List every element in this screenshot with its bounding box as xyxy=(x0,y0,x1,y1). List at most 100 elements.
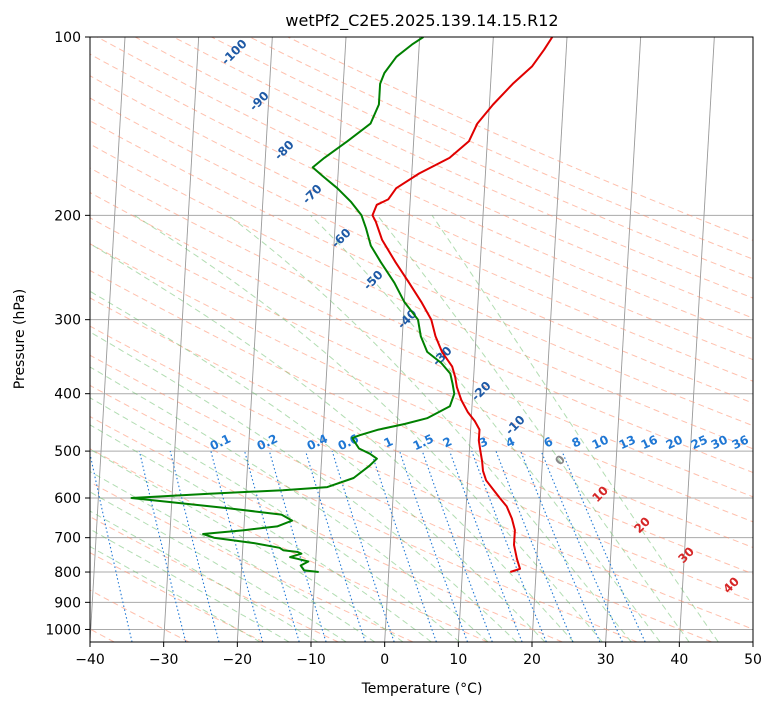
mixing-ratio-label: 30 xyxy=(709,433,730,453)
moist-adiabat-line xyxy=(134,214,603,642)
x-tick-label: −40 xyxy=(75,652,105,668)
moist-adiabat-line xyxy=(90,424,432,642)
dry-adiabat-line xyxy=(90,589,190,642)
isotherm-line xyxy=(605,37,642,642)
mixing-ratio-line xyxy=(305,450,366,642)
y-tick-label: 200 xyxy=(54,208,81,224)
dry-adiabat-label: -10 xyxy=(503,413,528,438)
moist-adiabat-label: 10 xyxy=(589,483,611,505)
x-axis-label: Temperature (°C) xyxy=(361,681,483,697)
dry-adiabat-line xyxy=(90,143,753,450)
isotherm-line xyxy=(678,37,715,642)
mixing-ratio-line xyxy=(331,450,395,642)
moist-adiabat-line xyxy=(90,545,261,642)
x-tick-label: 40 xyxy=(670,652,688,668)
dry-adiabat-line xyxy=(90,53,753,361)
x-axis-ticks: −40 −30 −20 −10 0 10 20 30 40 50 xyxy=(75,642,762,668)
mixing-ratio-label: 16 xyxy=(639,433,660,453)
x-tick-label: 50 xyxy=(744,652,762,668)
mixing-ratio-line xyxy=(540,450,623,642)
moist-adiabat-line xyxy=(90,397,461,642)
mixing-ratio-line xyxy=(421,450,493,642)
isotherm-line xyxy=(90,37,126,642)
isotherm-line xyxy=(531,37,568,642)
dry-adiabat-line xyxy=(90,552,264,642)
x-tick-label: 0 xyxy=(380,652,389,668)
mixing-ratio-lines xyxy=(90,450,646,642)
mixing-ratio-line xyxy=(138,450,187,642)
mixing-ratio-line xyxy=(210,450,264,642)
y-tick-label: 800 xyxy=(54,565,81,581)
mixing-ratio-label: 0.4 xyxy=(305,432,330,454)
moist-adiabats xyxy=(90,214,719,642)
mixing-ratio-label: 2 xyxy=(441,434,454,450)
moist-adiabat-line xyxy=(90,528,290,642)
mixing-ratio-label: 10 xyxy=(590,433,611,453)
isotherm-line xyxy=(384,37,421,642)
sounding-series xyxy=(130,37,554,573)
y-tick-label: 600 xyxy=(54,491,81,507)
dry-adiabat-label: -100 xyxy=(219,37,250,68)
x-tick-label: 10 xyxy=(449,652,467,668)
isotherm-line xyxy=(163,37,200,642)
mixing-ratio-line xyxy=(90,451,133,642)
mixing-ratio-label: 4 xyxy=(504,434,517,450)
moist-adiabat-label: 40 xyxy=(720,574,742,596)
mixing-ratio-label: 8 xyxy=(570,434,583,450)
mixing-ratio-line xyxy=(169,450,220,642)
mixing-ratio-line xyxy=(399,450,469,642)
mixing-ratio-label: 36 xyxy=(730,433,751,453)
mixing-ratio-line xyxy=(495,450,574,642)
dry-adiabat-line xyxy=(90,269,753,575)
moist-adiabat-label: 0 xyxy=(552,452,568,468)
plot-area: -100-90-80-70-60-50-40-30-20-100.1 0.2 0.4… xyxy=(90,37,753,642)
temperature-line xyxy=(371,37,554,573)
moist-adiabat-line xyxy=(90,331,517,642)
dewpoint-line xyxy=(130,37,456,573)
mixing-ratio-line xyxy=(520,450,601,642)
y-tick-label: 900 xyxy=(54,595,81,611)
y-tick-label: 700 xyxy=(54,531,81,547)
mixing-ratio-line xyxy=(244,450,300,642)
x-tick-label: 30 xyxy=(597,652,615,668)
y-tick-label: 500 xyxy=(54,444,81,460)
mixing-ratio-line xyxy=(561,450,646,642)
dry-adiabat-line xyxy=(90,297,753,602)
dry-adiabat-line xyxy=(90,120,753,427)
moist-adiabat-line xyxy=(90,510,319,642)
dry-adiabat-line xyxy=(90,448,488,642)
mixing-ratio-line xyxy=(449,450,523,642)
mixing-ratio-label: 1 xyxy=(382,434,395,450)
y-tick-label: 1000 xyxy=(45,622,81,638)
moist-adiabat-line xyxy=(90,366,489,642)
isotherm-line xyxy=(752,634,753,642)
x-tick-label: −10 xyxy=(296,652,326,668)
mixing-ratio-label: 20 xyxy=(664,433,685,453)
dry-adiabat-line xyxy=(90,192,753,498)
mixing-ratio-label: 25 xyxy=(689,433,710,453)
dry-adiabat-line xyxy=(90,167,753,474)
dry-adiabat-line xyxy=(90,217,753,523)
dry-adiabat-line xyxy=(90,243,753,549)
moist-adiabat-label: 30 xyxy=(675,544,697,566)
x-tick-label: −30 xyxy=(149,652,179,668)
moist-adiabat-line xyxy=(90,290,546,642)
y-axis-ticks: 100 200 300 400 500 600 700 800 900 1000 xyxy=(45,30,90,638)
moist-adiabat-line xyxy=(431,215,719,642)
mixing-ratio-line xyxy=(370,450,437,642)
moist-adiabat-line xyxy=(376,214,690,642)
y-tick-label: 400 xyxy=(54,387,81,403)
dry-adiabat-label: -60 xyxy=(329,226,354,251)
mixing-ratio-line xyxy=(268,450,327,642)
moist-adiabat-line xyxy=(90,491,347,642)
isotherm-line xyxy=(457,37,494,642)
moist-adiabat-label: 20 xyxy=(631,514,653,536)
dry-adiabats xyxy=(90,37,753,642)
plot-frame xyxy=(89,36,754,643)
isotherm-line xyxy=(236,37,273,642)
moist-adiabat-line xyxy=(90,243,574,642)
dry-adiabat-line xyxy=(90,75,753,382)
mixing-ratio-label: 0.6 xyxy=(336,432,361,454)
y-tick-label: 100 xyxy=(54,30,81,46)
